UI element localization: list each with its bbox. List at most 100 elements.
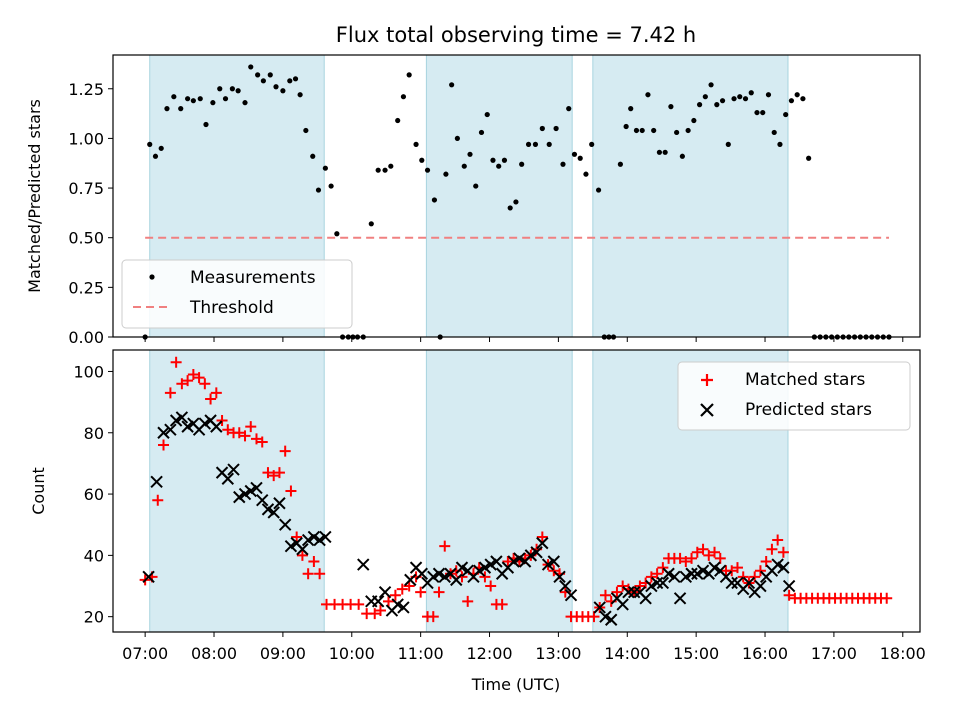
predicted-star-point xyxy=(777,561,790,574)
predicted-star-point xyxy=(296,543,309,556)
predicted-star-point xyxy=(524,549,538,562)
measurement-point xyxy=(334,231,340,237)
measurement-point xyxy=(310,153,316,159)
matched-star-point xyxy=(634,580,646,592)
measurement-point xyxy=(229,86,235,92)
matched-star-point xyxy=(308,556,320,567)
predicted-star-point xyxy=(150,475,163,489)
measurement-point xyxy=(765,92,772,98)
matched-star-point xyxy=(187,369,199,381)
measurement-point xyxy=(178,106,184,112)
predicted-star-point xyxy=(541,558,555,571)
measurement-point xyxy=(431,197,438,203)
matched-star-point xyxy=(462,595,474,607)
predicted-star-point xyxy=(673,592,687,605)
measurement-point xyxy=(235,88,241,94)
matched-star-point xyxy=(374,605,386,617)
measurement-point xyxy=(571,151,578,157)
predicted-star-point xyxy=(244,484,257,498)
predicted-star-point xyxy=(782,579,796,593)
y-tick-label: 40 xyxy=(84,546,104,565)
matched-star-point xyxy=(674,552,686,564)
measurement-point xyxy=(473,183,479,189)
matched-star-point xyxy=(182,375,194,387)
matched-star-point xyxy=(709,546,721,558)
measurement-point xyxy=(222,96,229,102)
x-axis-label: Time (UTC) xyxy=(471,675,560,694)
measurement-point xyxy=(685,127,691,134)
predicted-star-point xyxy=(656,576,670,590)
predicted-star-point xyxy=(250,481,263,495)
matched-star-point xyxy=(588,611,600,623)
predicted-star-point xyxy=(301,533,315,547)
predicted-star-point xyxy=(490,555,503,568)
x-tick-label: 16:00 xyxy=(742,644,788,663)
measurement-point xyxy=(783,111,789,118)
measurement-point xyxy=(406,72,412,78)
measurement-point xyxy=(297,92,303,98)
predicted-star-point xyxy=(157,426,170,439)
matched-star-point xyxy=(205,393,217,405)
matched-star-point xyxy=(731,562,743,574)
measurement-point xyxy=(714,102,720,108)
measurement-point xyxy=(742,96,749,102)
measurement-point xyxy=(171,94,177,100)
measurement-point xyxy=(777,141,783,147)
chart-title: Flux total observing time = 7.42 h xyxy=(336,23,696,47)
measurement-point xyxy=(788,98,795,104)
measurement-point xyxy=(674,129,680,136)
measurement-point xyxy=(449,82,455,88)
measurement-point xyxy=(467,151,473,157)
x-tick-label: 15:00 xyxy=(673,644,719,663)
predicted-star-point xyxy=(478,561,492,574)
matched-star-point xyxy=(502,556,514,567)
measurement-point xyxy=(794,92,800,98)
measurement-point xyxy=(702,94,708,100)
top-y-axis-label: Matched/Predicted stars xyxy=(25,99,44,293)
predicted-star-point xyxy=(553,570,566,584)
measurement-point xyxy=(760,109,766,116)
matched-star-point xyxy=(396,583,408,595)
measurement-point xyxy=(662,149,668,155)
predicted-star-point xyxy=(169,414,183,427)
measurement-point xyxy=(287,78,293,84)
matched-star-point xyxy=(617,580,629,592)
y-tick-label: 20 xyxy=(84,608,104,627)
measurement-point xyxy=(260,78,266,84)
measurement-point xyxy=(190,98,196,104)
measurement-point xyxy=(546,141,552,147)
matched-star-point xyxy=(737,571,749,583)
predicted-star-point xyxy=(227,463,240,476)
measurement-point xyxy=(203,121,209,128)
measurement-point xyxy=(595,187,602,193)
measurement-point xyxy=(443,171,449,177)
measurement-point xyxy=(185,96,191,102)
measurement-point xyxy=(147,141,153,147)
predicted-star-point xyxy=(668,570,681,584)
measurement-point xyxy=(525,141,532,147)
measurement-point xyxy=(478,129,485,136)
predicted-star-point xyxy=(450,573,463,587)
predicted-star-point xyxy=(639,592,652,605)
predicted-star-point xyxy=(284,539,298,553)
matched-star-point xyxy=(548,565,560,577)
y-tick-label: 0.25 xyxy=(68,278,104,297)
measurement-point xyxy=(507,205,513,211)
matched-star-point xyxy=(439,540,451,552)
predicted-star-point xyxy=(175,411,189,424)
matched-star-point xyxy=(176,378,188,390)
legend-label-matched: Matched stars xyxy=(745,370,865,390)
matched-star-point xyxy=(657,562,669,574)
matched-star-point xyxy=(427,611,439,623)
measurement-point xyxy=(806,155,812,161)
matched-star-point xyxy=(783,589,795,601)
measurement-point xyxy=(583,171,589,177)
predicted-star-point xyxy=(593,601,606,614)
top-legend-box xyxy=(121,259,353,329)
top-plot: 0.00 0.25 0.50 0.75 1.00 1.25 Matched/Predict… xyxy=(25,54,921,347)
measurement-point xyxy=(668,104,674,110)
predicted-star-point xyxy=(679,570,693,584)
measurement-point xyxy=(639,127,645,134)
matched-star-point xyxy=(314,568,326,580)
x-tick-label: 12:00 xyxy=(466,644,512,663)
